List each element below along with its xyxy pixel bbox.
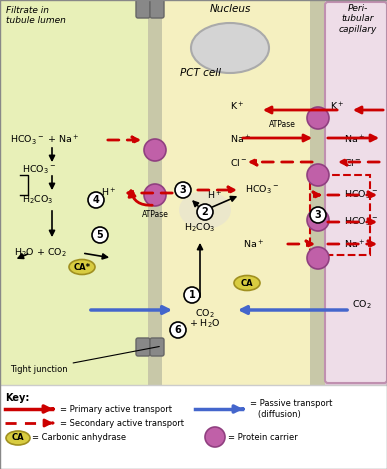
Text: CA: CA [12,433,24,442]
Text: K$^+$: K$^+$ [330,101,344,113]
Text: ATPase: ATPase [269,120,295,129]
Text: 4: 4 [92,195,99,205]
FancyBboxPatch shape [150,338,164,356]
Text: 5: 5 [97,230,103,240]
Ellipse shape [69,259,95,274]
Text: Na$^+$: Na$^+$ [243,239,264,251]
FancyBboxPatch shape [325,0,387,385]
Text: PCT cell: PCT cell [180,68,221,78]
Text: H$_2$O + CO$_2$: H$_2$O + CO$_2$ [14,247,67,259]
Text: CO$_2$: CO$_2$ [195,307,215,319]
FancyBboxPatch shape [136,338,150,356]
Text: Key:: Key: [5,393,29,403]
Text: HCO$_3$$^-$: HCO$_3$$^-$ [344,189,378,201]
Circle shape [88,192,104,208]
Text: H$^+$: H$^+$ [101,187,116,199]
Text: 3: 3 [315,210,321,220]
Text: Peri-
tubular
capillary: Peri- tubular capillary [339,4,377,34]
Text: 3: 3 [180,185,187,195]
Text: H$^+$: H$^+$ [207,190,222,202]
Circle shape [197,204,213,220]
Circle shape [307,107,329,129]
Text: 2: 2 [202,207,208,217]
Text: 6: 6 [175,325,182,335]
FancyBboxPatch shape [0,385,387,469]
Ellipse shape [191,23,269,73]
Text: Na$^+$: Na$^+$ [230,134,251,146]
Circle shape [310,207,326,223]
Text: Cl$^-$: Cl$^-$ [344,157,361,167]
Text: Nucleus: Nucleus [209,4,251,14]
Text: = Secondary active transport: = Secondary active transport [60,418,184,428]
FancyBboxPatch shape [136,0,150,18]
Circle shape [307,209,329,231]
Circle shape [205,427,225,447]
Text: HCO$_3$$^-$: HCO$_3$$^-$ [344,216,378,228]
Ellipse shape [179,191,231,229]
Text: ATPase: ATPase [142,210,168,219]
Text: Cl$^-$: Cl$^-$ [230,157,248,167]
Text: = Passive transport
   (diffusion): = Passive transport (diffusion) [250,399,332,419]
Circle shape [175,182,191,198]
Circle shape [184,287,200,303]
Circle shape [307,164,329,186]
Text: + H$_2$O: + H$_2$O [189,318,221,331]
FancyBboxPatch shape [310,0,325,385]
Text: H$_2$CO$_3$: H$_2$CO$_3$ [184,222,216,234]
Text: CA: CA [241,279,253,287]
Ellipse shape [6,431,30,445]
Text: HCO$_3$$^-$ + Na$^+$: HCO$_3$$^-$ + Na$^+$ [10,133,79,147]
FancyBboxPatch shape [325,2,387,383]
Text: 1: 1 [188,290,195,300]
Text: H$_2$CO$_3$: H$_2$CO$_3$ [22,194,53,206]
Circle shape [170,322,186,338]
Circle shape [144,184,166,206]
Ellipse shape [234,275,260,290]
Text: = Primary active transport: = Primary active transport [60,404,172,414]
Circle shape [92,227,108,243]
Text: HCO$_3$$^-$: HCO$_3$$^-$ [22,164,56,176]
Text: Filtrate in
tubule lumen: Filtrate in tubule lumen [6,6,66,25]
FancyBboxPatch shape [150,0,164,18]
Text: = Protein carrier: = Protein carrier [228,432,298,441]
Text: Na$^+$: Na$^+$ [344,239,365,251]
Text: CO$_2$: CO$_2$ [352,299,372,311]
FancyBboxPatch shape [0,0,148,385]
Text: K$^+$: K$^+$ [230,101,245,113]
Text: Tight junction: Tight junction [10,347,159,374]
Text: HCO$_3$$^-$: HCO$_3$$^-$ [245,184,279,196]
Text: CA*: CA* [74,263,91,272]
FancyBboxPatch shape [162,0,310,385]
Circle shape [307,247,329,269]
Text: = Carbonic anhydrase: = Carbonic anhydrase [32,433,126,442]
Circle shape [144,139,166,161]
FancyBboxPatch shape [148,0,162,385]
Text: Na$^+$: Na$^+$ [344,134,365,146]
